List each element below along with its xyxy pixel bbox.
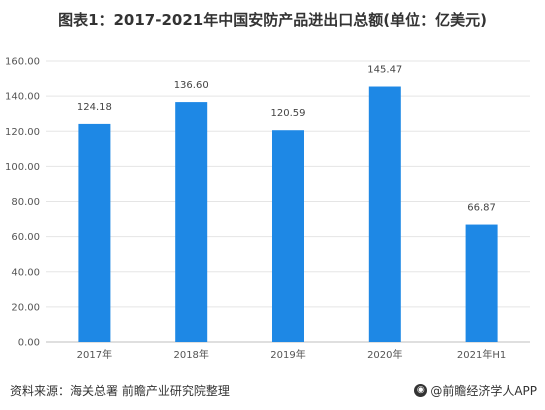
bar: [175, 102, 208, 342]
bar: [272, 130, 304, 342]
y-tick-label: 0.00: [18, 338, 40, 349]
y-tick-label: 40.00: [11, 267, 40, 278]
bars: [78, 86, 498, 342]
bar: [465, 224, 498, 342]
chart-title: 图表1：2017-2021年中国安防产品进出口总额(单位：亿美元): [58, 11, 487, 29]
y-axis-ticks: 0.00 20.00 40.00 60.00 80.00 100.00 120.00 140.…: [5, 57, 40, 349]
y-tick-label: 120.00: [5, 127, 40, 138]
brand-logo-icon: ◉: [414, 384, 428, 397]
data-labels: 124.18 136.60 120.59 145.47 66.87: [77, 65, 496, 214]
bar: [368, 86, 401, 342]
data-label: 120.59: [271, 108, 306, 119]
bar: [78, 123, 111, 342]
data-label: 124.18: [77, 102, 112, 113]
y-tick-label: 80.00: [11, 197, 40, 208]
x-tick-label: 2018年: [173, 348, 208, 361]
data-label: 145.47: [367, 65, 402, 76]
data-label: 66.87: [467, 203, 496, 214]
x-tick-label: 2020年: [367, 348, 402, 361]
y-tick-label: 140.00: [5, 92, 40, 103]
y-tick-label: 100.00: [5, 162, 40, 173]
y-tick-label: 160.00: [5, 57, 40, 68]
x-tick-label: 2021年H1: [457, 348, 506, 361]
brand-text: @前瞻经济学人APP: [430, 384, 537, 398]
brand-credit: ◉ @前瞻经济学人APP: [414, 382, 537, 399]
x-tick-label: 2019年: [270, 348, 305, 361]
data-label: 136.60: [174, 80, 209, 91]
source-note: 资料来源：海关总署 前瞻产业研究院整理: [10, 384, 230, 398]
x-tick-label: 2017年: [77, 348, 112, 361]
x-axis-ticks: 2017年 2018年 2019年 2020年 2021年H1: [77, 348, 507, 361]
y-tick-label: 20.00: [11, 302, 40, 313]
y-tick-label: 60.00: [11, 232, 40, 243]
